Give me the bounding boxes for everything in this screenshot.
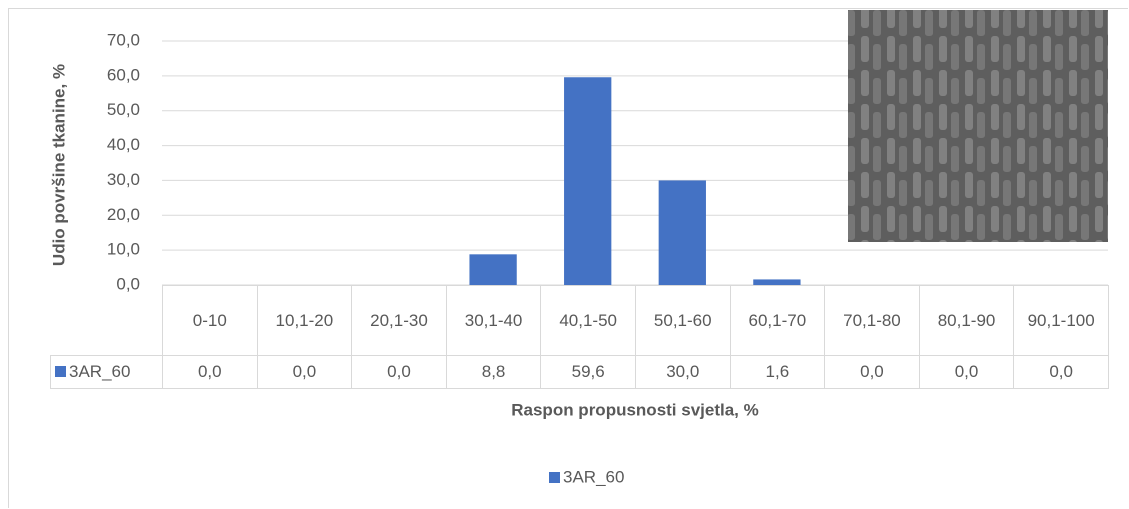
legend-label: 3AR_60	[563, 467, 624, 486]
value-label: 0,0	[162, 355, 258, 389]
bar	[753, 279, 801, 285]
x-tick-label: 70,1-80	[824, 285, 920, 356]
value-label: 0,0	[918, 355, 1015, 389]
x-tick-label: 10,1-20	[256, 285, 353, 356]
y-tick-label: 60,0	[107, 65, 140, 84]
y-tick-label: 10,0	[107, 240, 140, 259]
value-label: 30,0	[634, 355, 731, 389]
value-label: 0,0	[824, 355, 920, 389]
x-tick-label: 40,1-50	[540, 285, 636, 356]
y-tick-label: 50,0	[107, 100, 140, 119]
chart-frame	[8, 8, 1128, 508]
bar	[658, 180, 706, 285]
x-tick-label: 50,1-60	[634, 285, 731, 356]
x-tick-label: 0-10	[162, 285, 258, 356]
bar	[469, 254, 517, 285]
y-axis-title: Udio površine tkanine, %	[49, 64, 68, 266]
x-tick-label: 60,1-70	[729, 285, 826, 356]
legend-swatch	[549, 472, 560, 483]
value-label: 0,0	[351, 355, 447, 389]
y-tick-label: 70,0	[107, 30, 140, 49]
value-label: 0,0	[256, 355, 353, 389]
header-row: 0-10 10,1-20 20,1-30 30,1-40 40,1-50 50,1-60 6…	[50, 285, 1109, 356]
y-tick-label: 40,0	[107, 135, 140, 154]
x-tick-label: 20,1-30	[351, 285, 447, 356]
x-tick-label: 80,1-90	[918, 285, 1015, 356]
x-tick-label: 30,1-40	[445, 285, 542, 356]
x-axis-title: Raspon propusnosti svjetla, %	[511, 400, 759, 419]
y-tick-label: 30,0	[107, 170, 140, 189]
inset-image	[848, 10, 1108, 242]
value-label: 59,6	[540, 355, 636, 389]
data-row: 3AR_60 0,0 0,0 0,0 8,8 59,6 30,0 1,6 0,0 0,0 0,0	[50, 355, 1109, 389]
row-header: 3AR_60	[50, 355, 163, 389]
corner-cell	[50, 285, 163, 356]
legend-key	[55, 366, 66, 377]
x-tick-label: 90,1-100	[1013, 285, 1109, 356]
y-tick-label: 20,0	[107, 205, 140, 224]
row-header-label: 3AR_60	[69, 362, 131, 381]
value-label: 1,6	[729, 355, 826, 389]
data-table: 0-10 10,1-20 20,1-30 30,1-40 40,1-50 50,1-60 6…	[50, 285, 1109, 389]
value-label: 0,0	[1013, 355, 1109, 389]
bar	[564, 77, 612, 285]
value-label: 8,8	[445, 355, 542, 389]
